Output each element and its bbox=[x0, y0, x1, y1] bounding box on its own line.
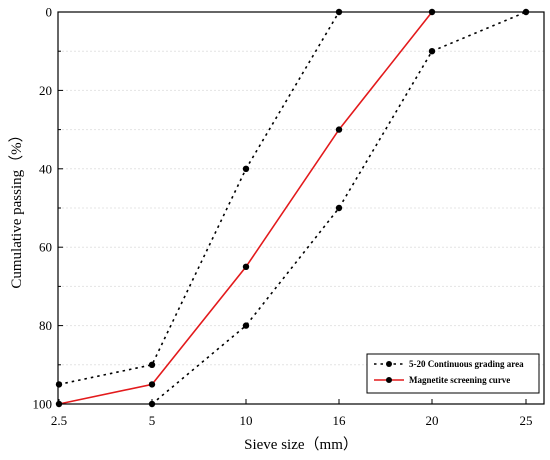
x-tick-label: 16 bbox=[333, 413, 347, 428]
y-axis-title: Cumulative passing（%） bbox=[8, 127, 25, 288]
legend-label: Magnetite screening curve bbox=[409, 375, 510, 385]
legend: 5-20 Continuous grading area Magnetite sc… bbox=[366, 353, 540, 394]
y-tick-label: 100 bbox=[33, 397, 53, 412]
legend-marker bbox=[386, 377, 392, 383]
data-point bbox=[242, 322, 250, 329]
data-point bbox=[335, 204, 343, 212]
x-tick-label: 2.5 bbox=[51, 413, 67, 428]
grid bbox=[58, 50, 544, 366]
x-tick-label: 5 bbox=[149, 413, 156, 428]
series-layer bbox=[55, 8, 530, 408]
legend-marker bbox=[386, 361, 392, 367]
data-point bbox=[335, 126, 343, 133]
y-tick-label: 20 bbox=[39, 83, 52, 98]
y-tick-label: 80 bbox=[39, 318, 52, 333]
data-point bbox=[428, 48, 436, 55]
data-point bbox=[242, 263, 250, 270]
series-line bbox=[58, 11, 340, 386]
data-point bbox=[242, 165, 250, 172]
series-line bbox=[151, 11, 527, 405]
legend-box bbox=[366, 353, 540, 394]
y-tick-label: 0 bbox=[46, 5, 53, 20]
data-point bbox=[148, 361, 156, 368]
y-tick-label: 60 bbox=[39, 240, 52, 255]
x-tick-label: 20 bbox=[426, 413, 439, 428]
legend-label: 5-20 Continuous grading area bbox=[409, 359, 524, 369]
data-point bbox=[148, 381, 156, 388]
data-point bbox=[55, 381, 63, 388]
y-tick-label: 40 bbox=[39, 161, 52, 176]
x-tick-label: 10 bbox=[240, 413, 253, 428]
x-tick-label: 25 bbox=[520, 413, 533, 428]
x-axis-title: Sieve size（mm） bbox=[244, 436, 358, 453]
